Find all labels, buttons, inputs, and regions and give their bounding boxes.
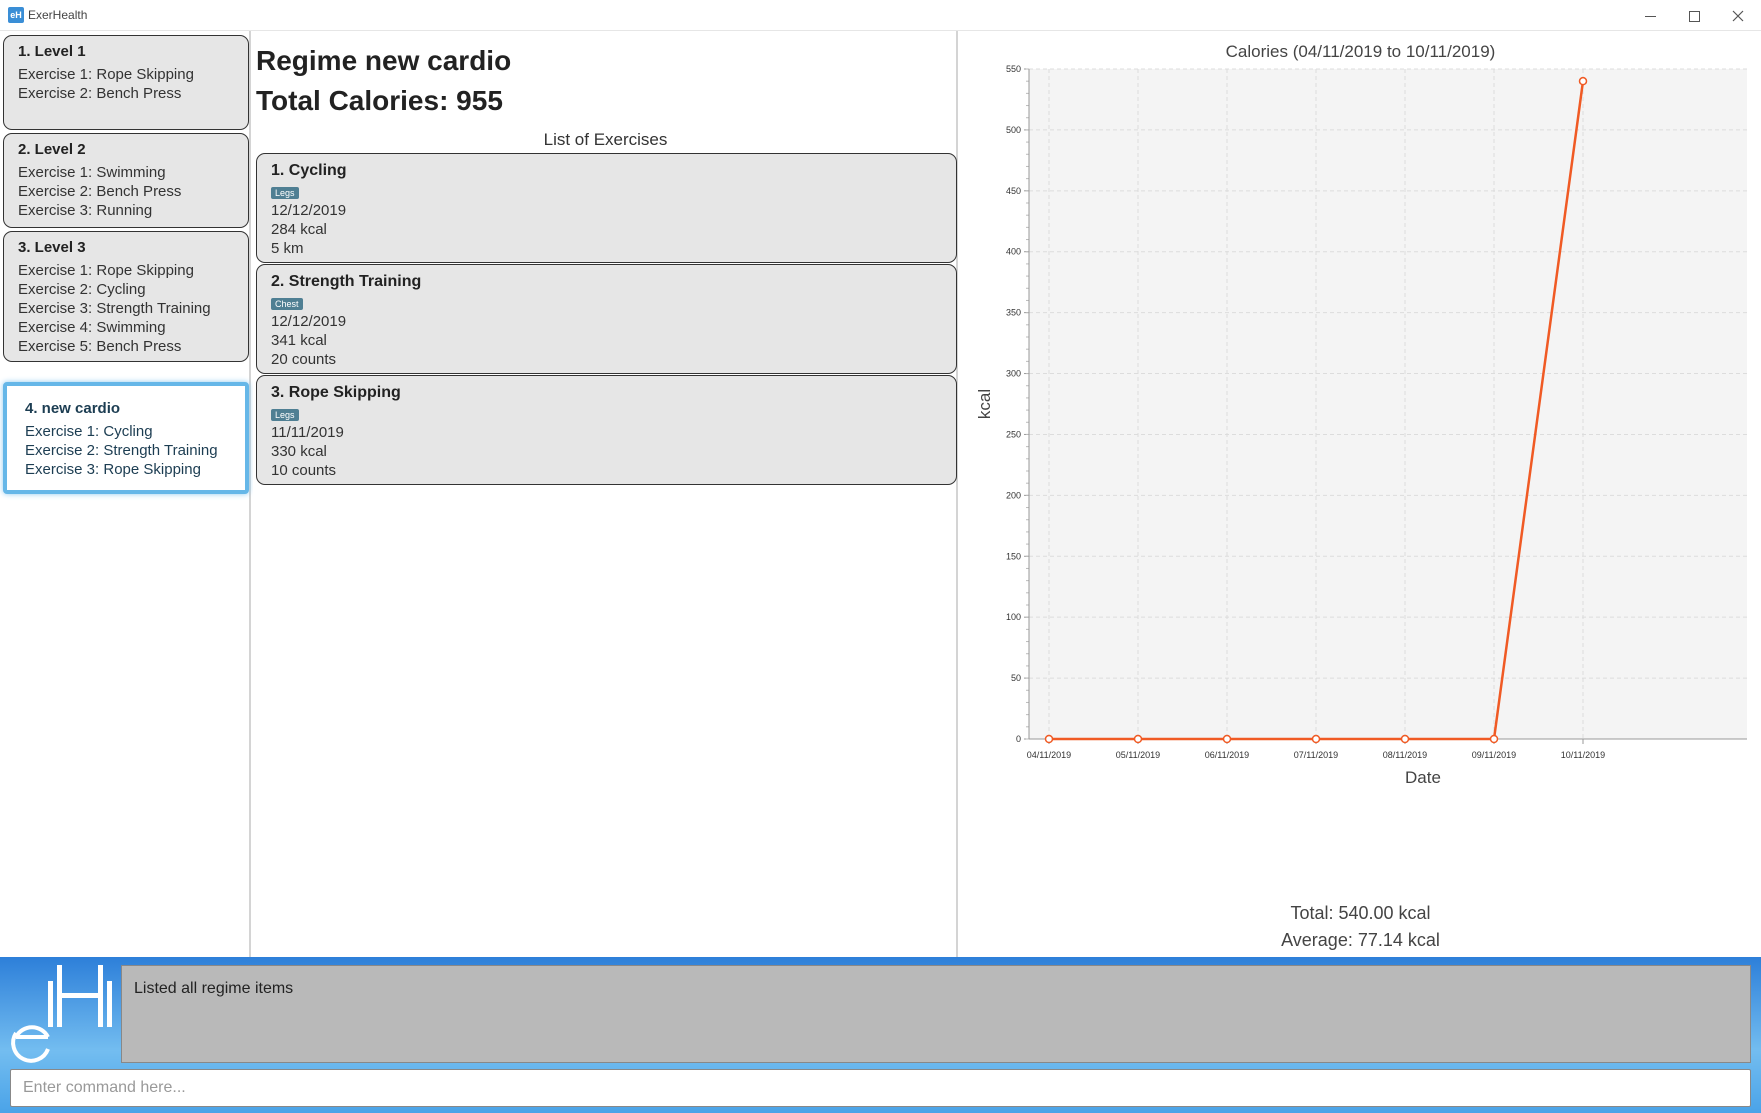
exercise-calories: 284 kcal bbox=[271, 221, 327, 238]
chart-average: Average: 77.14 kcal bbox=[1281, 930, 1440, 950]
y-axis-label: kcal bbox=[975, 389, 994, 419]
minimize-button[interactable] bbox=[1628, 4, 1672, 28]
minimize-icon bbox=[1644, 15, 1656, 17]
y-tick-label: 550 bbox=[1006, 64, 1021, 74]
y-tick-label: 50 bbox=[1011, 673, 1021, 683]
calories-data-point bbox=[1311, 734, 1321, 744]
total-calories: Total Calories: 955 bbox=[256, 85, 503, 116]
calories-data-point bbox=[1044, 734, 1054, 744]
exercise-title: 2. Strength Training bbox=[271, 273, 422, 290]
title-bar: eH ExerHealth bbox=[0, 0, 1761, 31]
regime-exercise: Exercise 2: Bench Press bbox=[18, 183, 182, 200]
calories-line-chart: 0 50 100 150 200 250 300 350 400 450 500 550 04/11/2… bbox=[975, 64, 1747, 787]
x-tick-label: 08/11/2019 bbox=[1383, 750, 1427, 760]
exercise-date: 11/11/2019 bbox=[271, 424, 344, 441]
calories-data-point bbox=[1222, 734, 1232, 744]
exercise-calories: 341 kcal bbox=[271, 332, 327, 349]
regime-card-2[interactable]: 2. Level 2 Exercise 1: Swimming Exercise… bbox=[3, 133, 249, 228]
x-tick-label: 09/11/2019 bbox=[1472, 750, 1516, 760]
exercise-quantity: 10 counts bbox=[271, 462, 337, 479]
regime-detail-panel: Regime new cardio Total Calories: 955 Li… bbox=[253, 31, 958, 957]
regime-exercise: Exercise 2: Cycling bbox=[18, 281, 146, 298]
x-axis-label: Date bbox=[1405, 768, 1441, 787]
x-tick-label: 06/11/2019 bbox=[1205, 750, 1249, 760]
muscle-tag: Legs bbox=[271, 187, 299, 199]
calories-data-point bbox=[1578, 76, 1588, 86]
regime-exercise: Exercise 4: Swimming bbox=[18, 319, 166, 336]
window-title: ExerHealth bbox=[28, 8, 88, 22]
x-tick-label: 05/11/2019 bbox=[1116, 750, 1160, 760]
regime-exercise: Exercise 3: Strength Training bbox=[18, 300, 211, 317]
muscle-tag: Legs bbox=[271, 409, 299, 421]
exercise-title: 1. Cycling bbox=[271, 162, 347, 179]
regime-exercise: Exercise 3: Rope Skipping bbox=[25, 461, 201, 478]
regime-card-4-selected[interactable]: 4. new cardio Exercise 1: Cycling Exerci… bbox=[3, 382, 249, 494]
y-tick-label: 300 bbox=[1006, 369, 1021, 379]
exerhealth-logo-icon bbox=[11, 965, 112, 1063]
close-button[interactable] bbox=[1716, 4, 1760, 28]
x-tick-label: 10/11/2019 bbox=[1561, 750, 1605, 760]
x-tick-label: 07/11/2019 bbox=[1294, 750, 1338, 760]
calories-data-point bbox=[1400, 734, 1410, 744]
chart-title: Calories (04/11/2019 to 10/11/2019) bbox=[1225, 42, 1496, 61]
exerhealth-app-icon: eH bbox=[8, 7, 24, 23]
y-tick-label: 350 bbox=[1006, 308, 1021, 318]
calories-data-point bbox=[1133, 734, 1143, 744]
plot-area bbox=[1029, 69, 1747, 739]
y-tick-label: 450 bbox=[1006, 186, 1021, 196]
exercise-date: 12/12/2019 bbox=[271, 313, 347, 330]
exercise-quantity: 20 counts bbox=[271, 351, 337, 368]
y-tick-label: 200 bbox=[1006, 490, 1021, 500]
exercise-card-1[interactable]: 1. Cycling Legs 12/12/2019 284 kcal 5 km bbox=[256, 153, 957, 263]
command-area: Listed all regime items bbox=[0, 957, 1761, 1113]
exercise-calories: 330 kcal bbox=[271, 443, 327, 460]
maximize-button[interactable] bbox=[1672, 4, 1716, 28]
calories-data-point bbox=[1489, 734, 1499, 744]
regime-exercise: Exercise 5: Bench Press bbox=[18, 338, 182, 355]
regime-exercise: Exercise 1: Rope Skipping bbox=[18, 66, 194, 83]
y-tick-label: 0 bbox=[1016, 734, 1021, 744]
command-input[interactable] bbox=[10, 1069, 1751, 1107]
chart-total: Total: 540.00 kcal bbox=[1290, 903, 1431, 923]
regime-exercise: Exercise 1: Swimming bbox=[18, 164, 166, 181]
muscle-tag: Chest bbox=[271, 298, 303, 310]
regime-title: 3. Level 3 bbox=[18, 239, 86, 256]
regime-title: 2. Level 2 bbox=[18, 141, 86, 158]
regime-exercise: Exercise 3: Running bbox=[18, 202, 153, 219]
exercise-title: 3. Rope Skipping bbox=[271, 384, 401, 401]
regime-title: 1. Level 1 bbox=[18, 43, 86, 60]
regime-list-panel[interactable]: 1. Level 1 Exercise 1: Rope Skipping Exe… bbox=[0, 31, 251, 957]
maximize-icon bbox=[1688, 10, 1700, 22]
y-tick-label: 250 bbox=[1006, 429, 1021, 439]
calories-chart-panel: Calories (04/11/2019 to 10/11/2019) 0 50 1… bbox=[960, 31, 1761, 957]
y-tick-label: 100 bbox=[1006, 612, 1021, 622]
y-tick-label: 150 bbox=[1006, 551, 1021, 561]
exercise-quantity: 5 km bbox=[271, 240, 304, 257]
regime-exercise: Exercise 2: Strength Training bbox=[25, 442, 218, 459]
regime-exercise: Exercise 1: Cycling bbox=[25, 423, 153, 440]
y-tick-label: 500 bbox=[1006, 125, 1021, 135]
regime-card-1[interactable]: 1. Level 1 Exercise 1: Rope Skipping Exe… bbox=[3, 35, 249, 130]
regime-exercise: Exercise 1: Rope Skipping bbox=[18, 262, 194, 279]
regime-name-heading: Regime new cardio bbox=[256, 45, 512, 76]
exercise-card-3[interactable]: 3. Rope Skipping Legs 11/11/2019 330 kca… bbox=[256, 375, 957, 485]
result-display: Listed all regime items bbox=[121, 965, 1751, 1063]
y-tick-label: 400 bbox=[1006, 247, 1021, 257]
regime-exercise: Exercise 2: Bench Press bbox=[18, 85, 182, 102]
regime-card-3[interactable]: 3. Level 3 Exercise 1: Rope Skipping Exe… bbox=[3, 231, 249, 362]
exercise-card-2[interactable]: 2. Strength Training Chest 12/12/2019 34… bbox=[256, 264, 957, 374]
regime-title: 4. new cardio bbox=[25, 400, 121, 417]
close-icon bbox=[1732, 10, 1744, 22]
x-tick-label: 04/11/2019 bbox=[1027, 750, 1071, 760]
exercise-date: 12/12/2019 bbox=[271, 202, 347, 219]
exercise-list-header: List of Exercises bbox=[543, 130, 668, 149]
